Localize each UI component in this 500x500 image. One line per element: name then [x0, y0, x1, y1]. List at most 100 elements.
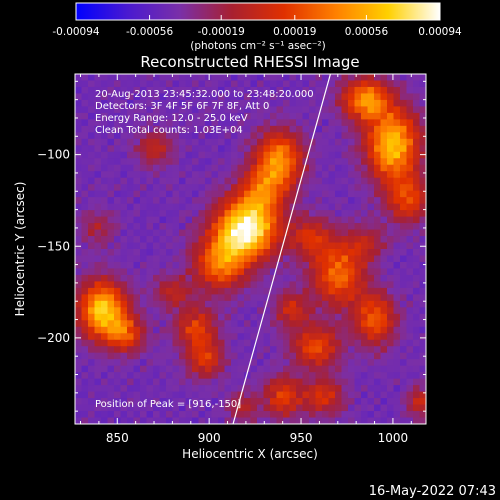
heatmap-cell — [159, 313, 167, 321]
heatmap-cell — [413, 249, 421, 257]
heatmap-cell — [218, 352, 226, 360]
heatmap-cell — [107, 398, 115, 406]
heatmap-cell — [387, 210, 395, 218]
heatmap-cell — [107, 294, 115, 302]
heatmap-cell — [257, 391, 265, 399]
heatmap-cell — [211, 372, 219, 380]
heatmap-cell — [354, 86, 362, 95]
heatmap-cell — [94, 287, 102, 295]
heatmap-cell — [400, 417, 408, 424]
heatmap-cell — [361, 164, 369, 172]
heatmap-cell — [172, 197, 180, 205]
heatmap-cell — [413, 281, 421, 289]
heatmap-cell — [159, 385, 167, 393]
heatmap-cell — [302, 307, 310, 315]
heatmap-cell — [406, 145, 414, 153]
heatmap-cell — [341, 74, 349, 82]
heatmap-cell — [419, 145, 426, 153]
heatmap-cell — [94, 385, 102, 393]
heatmap-cell — [400, 320, 408, 328]
heatmap-cell — [335, 145, 343, 153]
heatmap-cell — [218, 391, 226, 399]
heatmap-cell — [81, 132, 89, 140]
heatmap-cell — [276, 333, 284, 341]
heatmap-cell — [127, 398, 135, 406]
heatmap-cell — [380, 216, 388, 224]
heatmap-cell — [361, 74, 369, 82]
heatmap-cell — [231, 365, 239, 373]
heatmap-cell — [237, 203, 245, 211]
heatmap-cell — [81, 86, 89, 95]
heatmap-cell — [289, 74, 297, 82]
heatmap-cell — [133, 411, 141, 419]
heatmap-cell — [374, 80, 382, 88]
heatmap-cell — [75, 216, 83, 224]
heatmap-cell — [172, 359, 180, 367]
heatmap-cell — [179, 242, 187, 250]
heatmap-cell — [159, 80, 167, 88]
heatmap-cell — [406, 352, 414, 360]
heatmap-cell — [120, 274, 128, 283]
plot-frame — [74, 73, 427, 425]
heatmap-cell — [146, 294, 154, 302]
heatmap-cell — [367, 352, 375, 360]
heatmap-cell — [302, 274, 310, 283]
heatmap-cell — [250, 106, 258, 114]
heatmap-cell — [146, 333, 154, 341]
heatmap-cell — [231, 184, 239, 192]
heatmap-cell — [205, 119, 213, 127]
heatmap-cell — [133, 106, 141, 114]
heatmap-cell — [166, 417, 174, 424]
heatmap-cell — [120, 93, 128, 101]
heatmap-cell — [198, 145, 206, 153]
heatmap-cell — [166, 339, 174, 347]
heatmap-cell — [406, 398, 414, 406]
heatmap-cell — [289, 378, 297, 386]
heatmap-cell — [250, 145, 258, 153]
heatmap-cell — [328, 132, 336, 140]
heatmap-cell — [393, 346, 401, 354]
heatmap-cell — [172, 365, 180, 373]
heatmap-cell — [218, 326, 226, 334]
heatmap-cell — [107, 138, 115, 146]
heatmap-cell — [257, 249, 265, 257]
heatmap-cell — [153, 307, 161, 315]
heatmap-cell — [224, 385, 232, 393]
heatmap-cell — [354, 261, 362, 270]
heatmap-cell — [289, 164, 297, 172]
heatmap-cell — [192, 112, 200, 120]
heatmap-cell — [419, 210, 426, 218]
heatmap-cell — [289, 119, 297, 127]
heatmap-cell — [289, 125, 297, 133]
heatmap-cell — [309, 281, 317, 289]
heatmap-cell — [75, 411, 83, 419]
heatmap-cell — [328, 74, 336, 82]
heatmap-cell — [361, 268, 369, 276]
heatmap-cell — [101, 119, 109, 127]
heatmap-cell — [127, 119, 135, 127]
heatmap-cell — [257, 138, 265, 146]
heatmap-cell — [309, 223, 317, 231]
heatmap-cell — [166, 372, 174, 380]
heatmap-cell — [205, 158, 213, 166]
heatmap-cell — [406, 236, 414, 244]
heatmap-cell — [393, 106, 401, 114]
heatmap-cell — [322, 145, 330, 153]
heatmap-cell — [289, 255, 297, 263]
heatmap-cell — [393, 378, 401, 386]
heatmap-cell — [88, 74, 96, 82]
heatmap-cell — [393, 281, 401, 289]
heatmap-cell — [166, 268, 174, 276]
heatmap-cell — [211, 80, 219, 88]
heatmap-cell — [257, 287, 265, 295]
heatmap-cell — [218, 125, 226, 133]
heatmap-cell — [94, 171, 102, 179]
heatmap-cell — [75, 151, 83, 159]
heatmap-cell — [393, 145, 401, 153]
heatmap-cell — [146, 417, 154, 424]
heatmap-cell — [387, 326, 395, 334]
heatmap-cell — [101, 145, 109, 153]
heatmap-cell — [263, 80, 271, 88]
heatmap-cell — [367, 145, 375, 153]
heatmap-cell — [296, 261, 304, 270]
